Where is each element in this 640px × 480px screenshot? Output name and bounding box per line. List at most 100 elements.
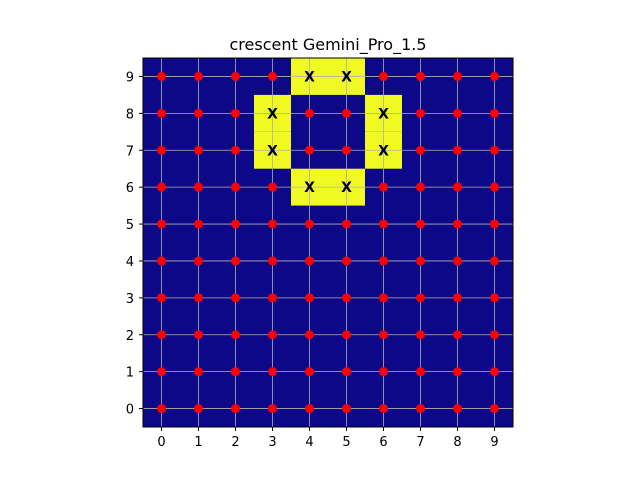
point-1-5 — [194, 219, 203, 229]
point-0-9 — [157, 71, 166, 81]
chart-title: crescent Gemini_Pro_1.5 — [229, 35, 426, 55]
point-4-4 — [305, 256, 314, 266]
point-7-7 — [416, 145, 425, 155]
y-tick-label-3: 3 — [126, 292, 134, 307]
point-4-3 — [305, 293, 314, 303]
point-7-4 — [416, 256, 425, 266]
point-7-2 — [416, 330, 425, 340]
point-9-5 — [490, 219, 499, 229]
point-0-6 — [157, 182, 166, 192]
point-5-2 — [342, 330, 351, 340]
y-tick-label-2: 2 — [126, 329, 134, 344]
point-3-3 — [268, 293, 277, 303]
point-8-6 — [453, 182, 462, 192]
point-7-6 — [416, 182, 425, 192]
y-tick-label-4: 4 — [126, 255, 134, 270]
x-tick-label-6: 6 — [379, 435, 387, 450]
point-2-3 — [231, 293, 240, 303]
x-tick-label-1: 1 — [194, 435, 202, 450]
point-1-2 — [194, 330, 203, 340]
point-5-3 — [342, 293, 351, 303]
x-marker-4-6: X — [304, 180, 315, 196]
point-3-6 — [268, 182, 277, 192]
x-tick-label-8: 8 — [453, 435, 461, 450]
point-8-0 — [453, 404, 462, 414]
point-2-0 — [231, 404, 240, 414]
point-9-6 — [490, 182, 499, 192]
x-marker-5-6: X — [341, 180, 352, 196]
x-marker-3-7: X — [267, 143, 278, 159]
point-4-1 — [305, 367, 314, 377]
point-9-9 — [490, 71, 499, 81]
point-6-2 — [379, 330, 388, 340]
y-tick-label-0: 0 — [126, 403, 134, 418]
x-tick-label-3: 3 — [268, 435, 276, 450]
point-9-4 — [490, 256, 499, 266]
point-8-3 — [453, 293, 462, 303]
point-0-2 — [157, 330, 166, 340]
point-3-4 — [268, 256, 277, 266]
point-8-8 — [453, 108, 462, 118]
point-6-0 — [379, 404, 388, 414]
x-tick-label-5: 5 — [342, 435, 350, 450]
point-7-9 — [416, 71, 425, 81]
point-3-2 — [268, 330, 277, 340]
point-3-9 — [268, 71, 277, 81]
point-2-2 — [231, 330, 240, 340]
point-9-7 — [490, 145, 499, 155]
point-1-0 — [194, 404, 203, 414]
point-4-8 — [305, 108, 314, 118]
x-tick-label-4: 4 — [305, 435, 313, 450]
y-tick-label-9: 9 — [126, 70, 134, 85]
point-9-2 — [490, 330, 499, 340]
point-6-9 — [379, 71, 388, 81]
point-2-6 — [231, 182, 240, 192]
point-8-9 — [453, 71, 462, 81]
x-marker-6-8: X — [378, 106, 389, 122]
point-9-3 — [490, 293, 499, 303]
point-8-4 — [453, 256, 462, 266]
point-0-3 — [157, 293, 166, 303]
point-1-6 — [194, 182, 203, 192]
x-marker-3-8: X — [267, 106, 278, 122]
x-tick-label-0: 0 — [157, 435, 165, 450]
y-tick-label-7: 7 — [126, 144, 134, 159]
point-5-4 — [342, 256, 351, 266]
x-tick-label-7: 7 — [416, 435, 424, 450]
point-5-5 — [342, 219, 351, 229]
point-8-5 — [453, 219, 462, 229]
point-0-0 — [157, 404, 166, 414]
point-5-0 — [342, 404, 351, 414]
point-8-7 — [453, 145, 462, 155]
point-0-7 — [157, 145, 166, 155]
point-6-3 — [379, 293, 388, 303]
point-1-4 — [194, 256, 203, 266]
point-7-3 — [416, 293, 425, 303]
x-tick-label-2: 2 — [231, 435, 239, 450]
plot-frame — [142, 57, 514, 428]
point-1-3 — [194, 293, 203, 303]
point-7-8 — [416, 108, 425, 118]
point-2-8 — [231, 108, 240, 118]
point-7-1 — [416, 367, 425, 377]
point-5-1 — [342, 367, 351, 377]
plot-background — [143, 58, 513, 427]
y-tick-label-5: 5 — [126, 218, 134, 233]
point-7-0 — [416, 404, 425, 414]
point-7-5 — [416, 219, 425, 229]
point-8-2 — [453, 330, 462, 340]
point-2-4 — [231, 256, 240, 266]
point-0-1 — [157, 367, 166, 377]
y-tick-label-6: 6 — [126, 181, 134, 196]
point-1-7 — [194, 145, 203, 155]
y-tick-label-8: 8 — [126, 107, 134, 122]
x-tick-label-9: 9 — [490, 435, 498, 450]
point-6-4 — [379, 256, 388, 266]
point-6-6 — [379, 182, 388, 192]
point-6-5 — [379, 219, 388, 229]
y-tick-label-1: 1 — [126, 366, 134, 381]
point-0-8 — [157, 108, 166, 118]
point-5-7 — [342, 145, 351, 155]
point-4-7 — [305, 145, 314, 155]
